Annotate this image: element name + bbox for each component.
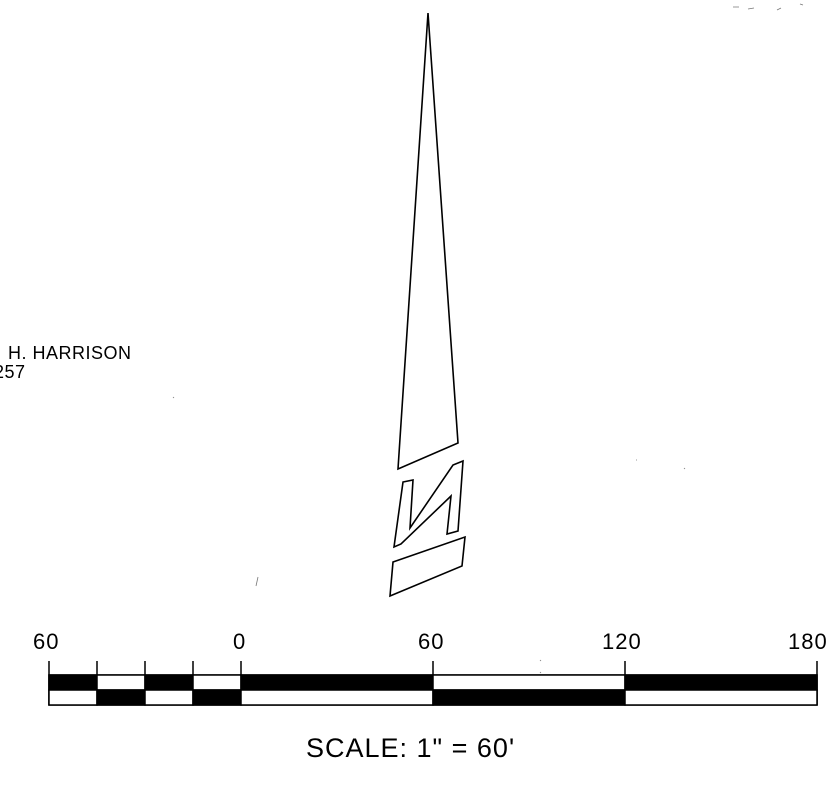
north-arrow-icon — [389, 12, 466, 598]
scan-specks — [172, 3, 804, 674]
scale-seg-black — [144, 674, 194, 691]
scale-seg-black — [192, 689, 242, 706]
north-arrow-base-bar — [389, 535, 466, 598]
scale-tick-label: 120 — [602, 629, 642, 654]
owner-name: H. HARRISON — [8, 343, 132, 363]
north-arrow-needle — [397, 12, 459, 471]
scale-seg-white — [432, 674, 626, 691]
scale-bar — [48, 661, 818, 706]
owner-record-number: 257 — [0, 362, 26, 382]
scale-seg-white — [240, 689, 434, 706]
scale-caption: SCALE: 1" = 60' — [306, 733, 516, 763]
scale-tick-label: 60 — [418, 629, 445, 654]
scale-seg-white — [144, 689, 194, 706]
scale-tick-label: 0 — [233, 629, 247, 654]
scale-tick-label: 180 — [788, 629, 828, 654]
north-arrow-n-letter — [393, 459, 464, 549]
scale-seg-black — [624, 674, 818, 691]
scale-seg-white — [48, 689, 98, 706]
scale-seg-white — [192, 674, 242, 691]
scale-seg-black — [96, 689, 146, 706]
scale-tick-label: 60 — [33, 629, 60, 654]
scale-seg-white — [624, 689, 818, 706]
scale-seg-white — [96, 674, 146, 691]
scale-seg-black — [240, 674, 434, 691]
scale-seg-black — [48, 674, 98, 691]
scale-seg-black — [432, 689, 626, 706]
